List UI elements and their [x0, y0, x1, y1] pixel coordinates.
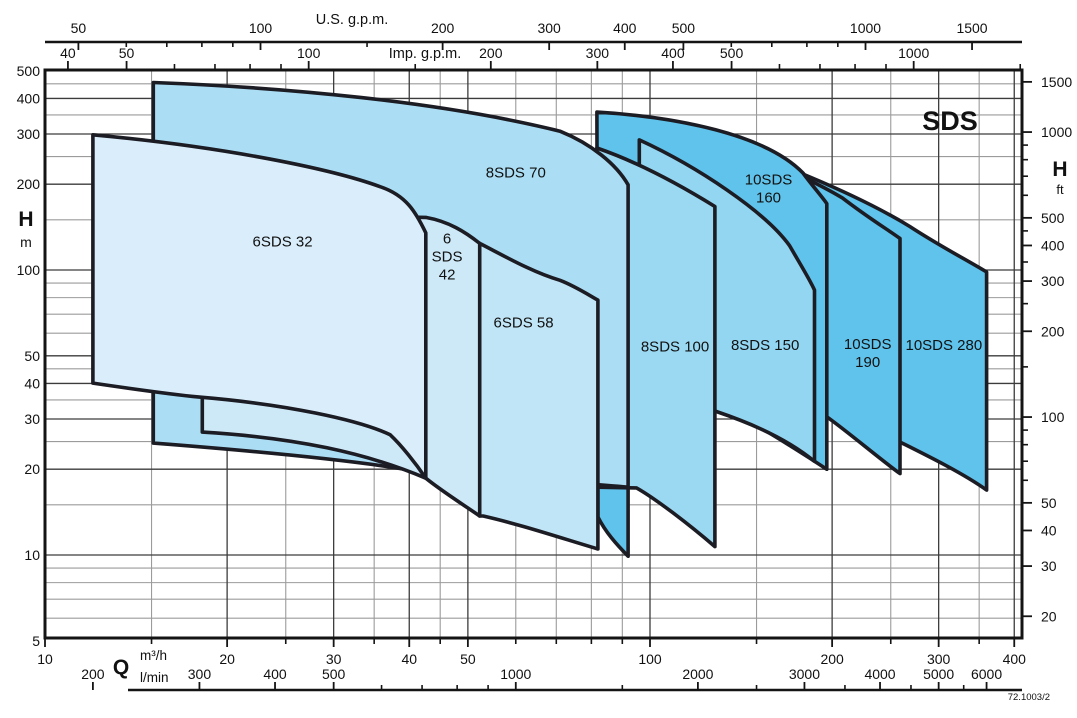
envelope-label-10sds-160: 160: [756, 189, 781, 206]
us-gpm-tick-label: 200: [431, 20, 455, 36]
h-m-tick-label: 200: [17, 176, 41, 192]
q-m3h-tick-label: 30: [326, 651, 342, 667]
q-m3h-tick-label: 300: [927, 651, 951, 667]
h-m-tick-label: 500: [17, 63, 41, 79]
imp-gpm-tick-label: 40: [60, 45, 76, 61]
series-title: SDS: [922, 106, 978, 136]
l-min-axis-unit: l/min: [140, 670, 169, 685]
h-ft-tick-label: 1000: [1041, 124, 1072, 140]
l-min-tick-label: 6000: [971, 666, 1002, 682]
q-m3h-axis-unit: m³/h: [140, 648, 167, 663]
axis-q-m3h: 10 20 30 40 50 100 200 300 400 Qm³/h l/min: [37, 638, 1026, 685]
h-m-tick-label: 50: [24, 348, 40, 364]
axis-h-m: 500 400 300 200 100 50 40 30 20 10 5 Hm: [17, 63, 41, 649]
envelope-label-8sds-150: 8SDS 150: [731, 337, 799, 354]
axis-l-min: 200 300 400 500 1000 2000 3000 4000 5000 6000: [81, 666, 1022, 692]
axis-h-ft: 1500 1000 500 400 300 200 100 50 40 30 20 Hft: [1022, 74, 1072, 624]
envelope-label-8sds-70: 8SDS 70: [486, 164, 546, 181]
h-ft-tick-label: 500: [1041, 210, 1065, 226]
h-m-axis-unit: m: [20, 234, 32, 250]
h-ft-tick-label: 30: [1041, 558, 1057, 574]
imp-gpm-tick-label: 500: [720, 45, 744, 61]
l-min-tick-label: 5000: [923, 666, 954, 682]
h-m-tick-label: 10: [24, 547, 40, 563]
h-m-axis-title: H: [18, 208, 33, 231]
us-gpm-tick-label: 1500: [956, 20, 987, 36]
envelope-label-8sds-100: 8SDS 100: [641, 338, 709, 355]
q-m3h-tick-label: 40: [401, 651, 417, 667]
h-ft-tick-label: 400: [1041, 237, 1065, 253]
q-m3h-tick-label: 10: [37, 651, 53, 667]
h-m-tick-label: 20: [24, 461, 40, 477]
l-min-tick-label: 1000: [500, 666, 531, 682]
l-min-tick-label: 200: [81, 666, 105, 682]
imp-gpm-tick-label: 300: [586, 45, 610, 61]
h-ft-tick-label: 1500: [1041, 74, 1072, 90]
imp-gpm-tick-label: 400: [661, 45, 685, 61]
us-gpm-tick-label: 300: [537, 20, 561, 36]
q-m3h-tick-label: 100: [638, 651, 662, 667]
envelope-label-10sds-190: 190: [855, 354, 880, 371]
imp-gpm-tick-label: 1000: [898, 45, 929, 61]
us-gpm-tick-label: 50: [71, 20, 87, 36]
h-m-tick-label: 400: [17, 90, 41, 106]
q-m3h-tick-label: 400: [1003, 651, 1027, 667]
l-min-tick-label: 500: [322, 666, 346, 682]
q-m3h-tick-label: 20: [219, 651, 235, 667]
axis-imp-gpm: 40 50 100 200 300 400 500 1000 Imp. g.p.m.: [60, 45, 1022, 70]
imp-gpm-axis-title: Imp. g.p.m.: [389, 46, 462, 62]
axis-us-gpm: 50 100 200 300 400 500 1000 1500 U.S. g.p.m.: [45, 12, 1022, 50]
us-gpm-tick-label: 500: [672, 20, 696, 36]
l-min-tick-label: 2000: [682, 666, 713, 682]
h-ft-axis-unit: ft: [1056, 182, 1064, 197]
us-gpm-axis-title: U.S. g.p.m.: [316, 12, 389, 28]
h-m-tick-label: 5: [32, 633, 40, 649]
q-m3h-tick-label: 200: [820, 651, 844, 667]
us-gpm-tick-label: 100: [249, 20, 273, 36]
l-min-tick-label: 4000: [864, 666, 895, 682]
drawing-code: 72.1003/2: [1008, 692, 1050, 703]
h-ft-tick-label: 100: [1041, 409, 1065, 425]
envelope-label-6sds-32: 6SDS 32: [253, 233, 313, 250]
envelope-label-10sds-190: 10SDS: [844, 336, 892, 353]
imp-gpm-tick-label: 200: [479, 45, 503, 61]
h-m-tick-label: 40: [24, 375, 40, 391]
envelope-label-6sds-58: 6SDS 58: [494, 314, 554, 331]
envelope-label-6sds-42: SDS: [432, 248, 463, 265]
plot-border: [43, 68, 1024, 640]
envelope-label-10sds-280: 10SDS 280: [905, 337, 982, 354]
l-min-tick-label: 300: [188, 666, 212, 682]
h-ft-tick-label: 300: [1041, 273, 1065, 289]
h-ft-axis-title: H: [1052, 158, 1067, 181]
envelope-label-10sds-160: 10SDS: [745, 171, 793, 188]
us-gpm-tick-label: 400: [613, 20, 637, 36]
imp-gpm-tick-label: 50: [119, 45, 135, 61]
h-ft-tick-label: 40: [1041, 522, 1057, 538]
envelope-6sds-32: [91, 133, 428, 480]
l-min-tick-label: 3000: [789, 666, 820, 682]
pump-envelopes: [91, 80, 989, 558]
h-m-tick-label: 300: [17, 126, 41, 142]
l-min-tick-label: 400: [263, 666, 287, 682]
us-gpm-tick-label: 1000: [850, 20, 881, 36]
q-m3h-tick-label: 50: [460, 651, 476, 667]
q-axis-title: Q: [113, 656, 129, 679]
imp-gpm-tick-label: 100: [297, 45, 321, 61]
envelope-label-6sds-42: 6: [443, 230, 451, 247]
h-ft-tick-label: 200: [1041, 323, 1065, 339]
envelope-label-6sds-42: 42: [439, 266, 456, 283]
h-m-tick-label: 100: [17, 262, 41, 278]
h-ft-tick-label: 50: [1041, 495, 1057, 511]
envelope-6sds-58: [477, 241, 600, 551]
h-ft-tick-label: 20: [1041, 608, 1057, 624]
h-m-tick-label: 30: [24, 411, 40, 427]
